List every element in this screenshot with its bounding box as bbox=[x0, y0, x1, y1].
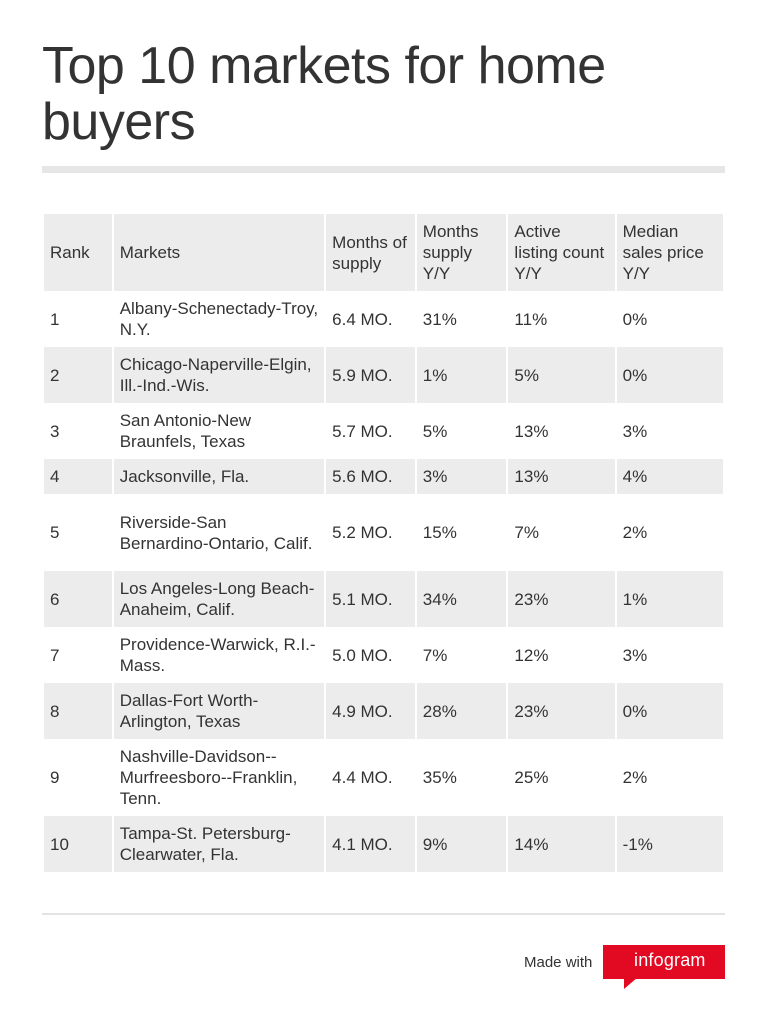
cell-active-yy: 7% bbox=[514, 523, 539, 542]
header-rank: Rank bbox=[44, 214, 112, 291]
cell-active-yy: 12% bbox=[514, 645, 549, 665]
cell-months-yy: 15% bbox=[422, 523, 457, 542]
cell-active-yy: 25% bbox=[514, 768, 549, 787]
cell-median-yy: 0% bbox=[616, 683, 723, 739]
cell-months-yy: 7% bbox=[422, 645, 448, 665]
table-row: 1 Albany-Schenectady-Troy, N.Y. 6.4 MO. … bbox=[44, 291, 723, 347]
infogram-logo-tail bbox=[624, 977, 638, 989]
cell-active-yy: 23% bbox=[508, 683, 615, 739]
table-row: 3 San Antonio-New Braunfels, Texas 5.7 M… bbox=[44, 403, 723, 459]
made-with-label: Made with bbox=[524, 954, 593, 971]
cell-market: San Antonio-New Braunfels, Texas bbox=[119, 411, 252, 451]
table-row: 9 Nashville-Davidson--Murfreesboro--Fran… bbox=[44, 739, 723, 816]
table-row: 7 Providence-Warwick, R.I.-Mass. 5.0 MO.… bbox=[44, 627, 723, 683]
infogram-logo[interactable] bbox=[603, 945, 725, 979]
cell-market: Riverside-San Bernardino-Ontario, Calif. bbox=[119, 512, 313, 553]
table-row: 8 Dallas-Fort Worth-Arlington, Texas 4.9… bbox=[44, 683, 723, 739]
cell-median-yy: 2% bbox=[622, 768, 648, 787]
cell-active-yy: 23% bbox=[508, 571, 615, 627]
table-header-row: Rank Markets Months of supply Months sup… bbox=[44, 214, 723, 291]
header-months-of-supply: Months of supply bbox=[326, 214, 415, 291]
cell-months-yy: 9% bbox=[416, 816, 507, 872]
header-active-listing-yy: Active listing count Y/Y bbox=[508, 214, 615, 291]
cell-rank: 3 bbox=[50, 421, 60, 441]
table-row: 6 Los Angeles-Long Beach-Anaheim, Calif.… bbox=[44, 571, 723, 627]
markets-table: Rank Markets Months of supply Months sup… bbox=[42, 214, 725, 872]
cell-months-yy: 34% bbox=[416, 571, 507, 627]
cell-rank: 5 bbox=[50, 523, 60, 542]
cell-median-yy: 2% bbox=[622, 523, 648, 542]
cell-median-yy: 4% bbox=[616, 459, 723, 494]
cell-months: 4.9 MO. bbox=[326, 683, 415, 739]
header-median-sales-yy: Median sales price Y/Y bbox=[616, 214, 723, 291]
cell-rank: 1 bbox=[50, 309, 60, 329]
cell-months-yy: 5% bbox=[422, 421, 448, 441]
cell-months-yy: 28% bbox=[416, 683, 507, 739]
cell-rank: 9 bbox=[50, 768, 60, 787]
cell-active-yy: 14% bbox=[508, 816, 615, 872]
cell-rank: 6 bbox=[44, 571, 112, 627]
table-row: 10 Tampa-St. Petersburg-Clearwater, Fla.… bbox=[44, 816, 723, 872]
cell-market: Chicago-Naperville-Elgin, Ill.-Ind.-Wis. bbox=[113, 347, 325, 403]
cell-median-yy: -1% bbox=[616, 816, 723, 872]
cell-median-yy: 0% bbox=[616, 347, 723, 403]
cell-rank: 10 bbox=[44, 816, 112, 872]
header-markets: Markets bbox=[113, 214, 325, 291]
cell-months: 5.2 MO. bbox=[332, 523, 393, 542]
cell-months-yy: 1% bbox=[416, 347, 507, 403]
cell-median-yy: 1% bbox=[616, 571, 723, 627]
cell-months: 5.6 MO. bbox=[326, 459, 415, 494]
cell-months: 5.7 MO. bbox=[332, 421, 393, 441]
cell-rank: 8 bbox=[44, 683, 112, 739]
cell-months: 4.1 MO. bbox=[326, 816, 415, 872]
cell-active-yy: 11% bbox=[514, 309, 548, 329]
cell-market: Jacksonville, Fla. bbox=[113, 459, 325, 494]
cell-months: 5.9 MO. bbox=[326, 347, 415, 403]
table-row: 4 Jacksonville, Fla. 5.6 MO. 3% 13% 4% bbox=[44, 459, 723, 494]
cell-market: Providence-Warwick, R.I.-Mass. bbox=[119, 635, 316, 675]
cell-months: 5.0 MO. bbox=[332, 645, 393, 665]
cell-rank: 4 bbox=[44, 459, 112, 494]
cell-market: Tampa-St. Petersburg-Clearwater, Fla. bbox=[113, 816, 325, 872]
infogram-logo-text: infogram bbox=[634, 950, 706, 970]
cell-median-yy: 3% bbox=[622, 421, 648, 441]
header-months-supply-yy: Months supply Y/Y bbox=[416, 214, 507, 291]
footer-divider bbox=[42, 913, 725, 915]
cell-active-yy: 13% bbox=[508, 459, 615, 494]
cell-months-yy: 3% bbox=[416, 459, 507, 494]
cell-market: Los Angeles-Long Beach-Anaheim, Calif. bbox=[113, 571, 325, 627]
cell-months: 5.1 MO. bbox=[326, 571, 415, 627]
table-row: 2 Chicago-Naperville-Elgin, Ill.-Ind.-Wi… bbox=[44, 347, 723, 403]
cell-market: Dallas-Fort Worth-Arlington, Texas bbox=[113, 683, 325, 739]
cell-median-yy: 0% bbox=[622, 309, 648, 329]
cell-months-yy: 35% bbox=[422, 768, 457, 787]
cell-market: Albany-Schenectady-Troy, N.Y. bbox=[119, 299, 319, 339]
cell-active-yy: 13% bbox=[514, 421, 549, 441]
cell-market: Nashville-Davidson--Murfreesboro--Frankl… bbox=[119, 747, 298, 808]
cell-rank: 7 bbox=[50, 645, 60, 665]
table-row: 5 Riverside-San Bernardino-Ontario, Cali… bbox=[44, 494, 723, 571]
cell-months: 4.4 MO. bbox=[332, 768, 393, 787]
cell-months: 6.4 MO. bbox=[332, 309, 393, 329]
cell-rank: 2 bbox=[44, 347, 112, 403]
cell-active-yy: 5% bbox=[508, 347, 615, 403]
title-divider bbox=[42, 166, 725, 173]
page-title: Top 10 markets for home buyers bbox=[42, 37, 606, 151]
cell-months-yy: 31% bbox=[422, 309, 457, 329]
cell-median-yy: 3% bbox=[622, 645, 648, 665]
